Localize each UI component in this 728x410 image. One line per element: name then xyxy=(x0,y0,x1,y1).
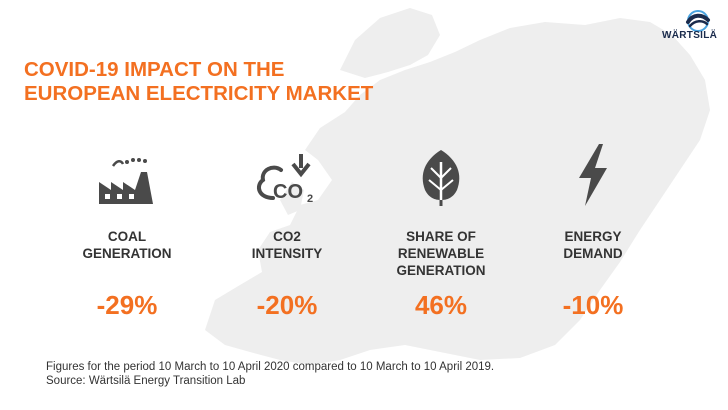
title-line-2: EUROPEAN ELECTRICITY MARKET xyxy=(24,82,374,105)
footnote-source: Source: Wärtsilä Energy Transition Lab xyxy=(46,375,246,387)
metric-label-line: DEMAND xyxy=(563,246,623,261)
cloud-co2-icon: CO 2 xyxy=(256,154,313,205)
metric-label-line: CO2 xyxy=(273,229,301,244)
metric-co2-intensity: CO 2 CO2 INTENSITY -20% xyxy=(222,148,352,321)
metric-label-line: INTENSITY xyxy=(251,246,323,261)
leaf-icon xyxy=(422,150,460,206)
co2-icon-subscript: 2 xyxy=(307,193,313,205)
metric-energy-demand: ENERGY DEMAND -10% xyxy=(528,144,658,321)
metric-label-line: SHARE OF xyxy=(406,229,476,244)
wartsila-logo xyxy=(660,8,720,50)
metric-label-line: COAL xyxy=(107,229,147,244)
footnote-period: Figures for the period 10 March to 10 Ap… xyxy=(46,361,495,373)
metric-value: -20% xyxy=(256,290,318,320)
page-title: COVID-19 IMPACT ON THE EUROPEAN ELECTRIC… xyxy=(24,58,373,106)
metric-value: -29% xyxy=(96,290,158,320)
wartsila-wave-icon xyxy=(686,10,710,32)
metric-label-line: RENEWABLE xyxy=(397,246,485,261)
metric-value: 46% xyxy=(414,290,468,320)
lightning-bolt-icon xyxy=(579,144,607,206)
footnote: Figures for the period 10 March to 10 Ap… xyxy=(46,360,494,388)
metric-label-line: ENERGY xyxy=(564,229,622,244)
title-line-1: COVID-19 IMPACT ON THE xyxy=(24,58,285,81)
metric-coal-generation: COAL GENERATION -29% xyxy=(62,148,192,321)
metric-label-line: GENERATION xyxy=(396,263,486,278)
metric-value: -10% xyxy=(562,290,624,320)
factory-icon xyxy=(99,158,153,204)
co2-icon-text: CO xyxy=(273,181,303,203)
brand-name: WÄRTSILÄ xyxy=(662,30,718,41)
metric-renewable-share: SHARE OF RENEWABLE GENERATION 46% xyxy=(376,148,506,321)
metric-label-line: GENERATION xyxy=(82,246,172,261)
